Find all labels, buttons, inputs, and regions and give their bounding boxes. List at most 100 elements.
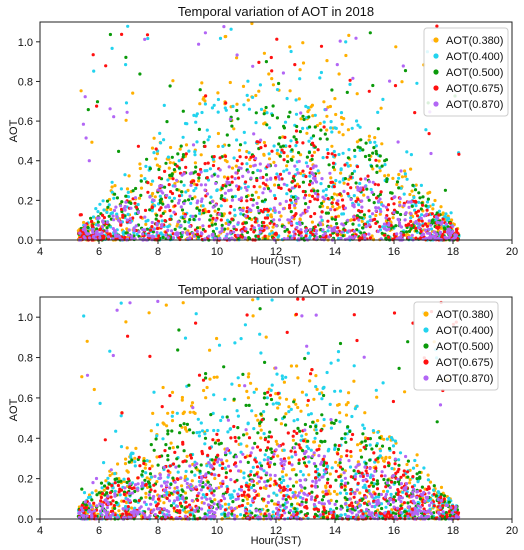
data-point	[352, 379, 356, 383]
data-point	[126, 505, 130, 509]
data-point	[223, 191, 227, 195]
data-point	[278, 477, 282, 481]
data-point	[326, 151, 330, 156]
data-point	[169, 504, 173, 508]
data-point	[167, 493, 171, 497]
data-point	[340, 122, 344, 126]
data-point	[302, 117, 306, 122]
legend-marker	[433, 53, 439, 59]
data-point	[294, 112, 299, 116]
data-point	[363, 483, 367, 487]
data-point	[168, 84, 172, 88]
data-point	[385, 214, 389, 218]
data-point	[262, 396, 266, 400]
data-point	[292, 135, 296, 139]
data-point	[320, 413, 324, 417]
data-point	[196, 417, 200, 421]
data-point	[347, 177, 351, 181]
data-point	[281, 503, 285, 507]
data-point	[326, 105, 330, 109]
data-point	[293, 164, 297, 168]
data-point	[154, 500, 158, 504]
data-point	[106, 235, 111, 239]
data-point	[115, 212, 119, 216]
data-point	[342, 223, 346, 227]
data-point	[391, 511, 395, 515]
data-point	[90, 140, 94, 144]
data-point	[211, 205, 215, 209]
data-point	[401, 490, 405, 494]
data-point	[407, 229, 412, 233]
data-point	[243, 141, 247, 145]
data-point	[346, 128, 350, 132]
data-point	[299, 234, 303, 238]
data-point	[429, 223, 433, 227]
data-point	[313, 113, 317, 117]
data-point	[205, 464, 209, 468]
data-point	[338, 491, 342, 495]
data-point	[427, 485, 431, 489]
data-point	[148, 467, 152, 471]
data-point	[325, 148, 330, 152]
data-point	[398, 451, 403, 455]
data-point	[308, 183, 312, 187]
data-point	[139, 496, 143, 500]
data-point	[106, 205, 110, 209]
data-point	[275, 88, 280, 92]
data-point	[267, 512, 271, 516]
data-point	[390, 480, 394, 484]
data-point	[152, 151, 156, 155]
data-point	[85, 339, 89, 343]
data-point	[97, 232, 101, 236]
data-point	[378, 436, 382, 440]
data-point	[193, 195, 197, 199]
data-point	[292, 234, 296, 238]
data-point	[219, 481, 223, 485]
data-point	[262, 221, 266, 225]
data-point	[325, 155, 329, 159]
data-point	[382, 459, 386, 463]
data-point	[357, 187, 362, 191]
data-point	[276, 500, 280, 504]
data-point	[335, 222, 339, 226]
data-point	[203, 442, 207, 446]
data-point	[424, 128, 428, 132]
data-point	[247, 372, 251, 376]
data-point	[218, 156, 222, 160]
data-point	[142, 456, 146, 461]
data-point	[414, 200, 418, 204]
data-point	[139, 179, 143, 183]
data-point	[325, 128, 329, 132]
data-point	[288, 89, 292, 93]
data-point	[235, 102, 239, 106]
data-point	[364, 225, 368, 229]
data-point	[284, 412, 288, 416]
data-point	[176, 348, 180, 352]
data-point	[263, 198, 267, 202]
data-point	[342, 471, 346, 475]
data-point	[419, 183, 423, 187]
data-point	[444, 212, 448, 216]
data-point	[176, 491, 180, 495]
data-point	[311, 114, 315, 118]
y-tick-label: 0.8	[18, 76, 33, 88]
data-point	[397, 186, 401, 190]
data-point	[179, 235, 184, 239]
data-point	[105, 210, 109, 214]
data-point	[234, 164, 238, 168]
data-point	[165, 480, 169, 484]
data-point	[148, 228, 153, 232]
data-point	[324, 461, 329, 465]
data-point	[269, 388, 273, 392]
data-point	[136, 144, 140, 148]
data-point	[350, 126, 354, 130]
data-point	[353, 154, 357, 159]
data-point	[175, 164, 179, 168]
data-point	[158, 194, 162, 198]
data-point	[124, 194, 128, 198]
data-point	[261, 191, 265, 195]
data-point	[200, 429, 205, 433]
data-point	[364, 495, 368, 499]
data-point	[166, 228, 170, 232]
